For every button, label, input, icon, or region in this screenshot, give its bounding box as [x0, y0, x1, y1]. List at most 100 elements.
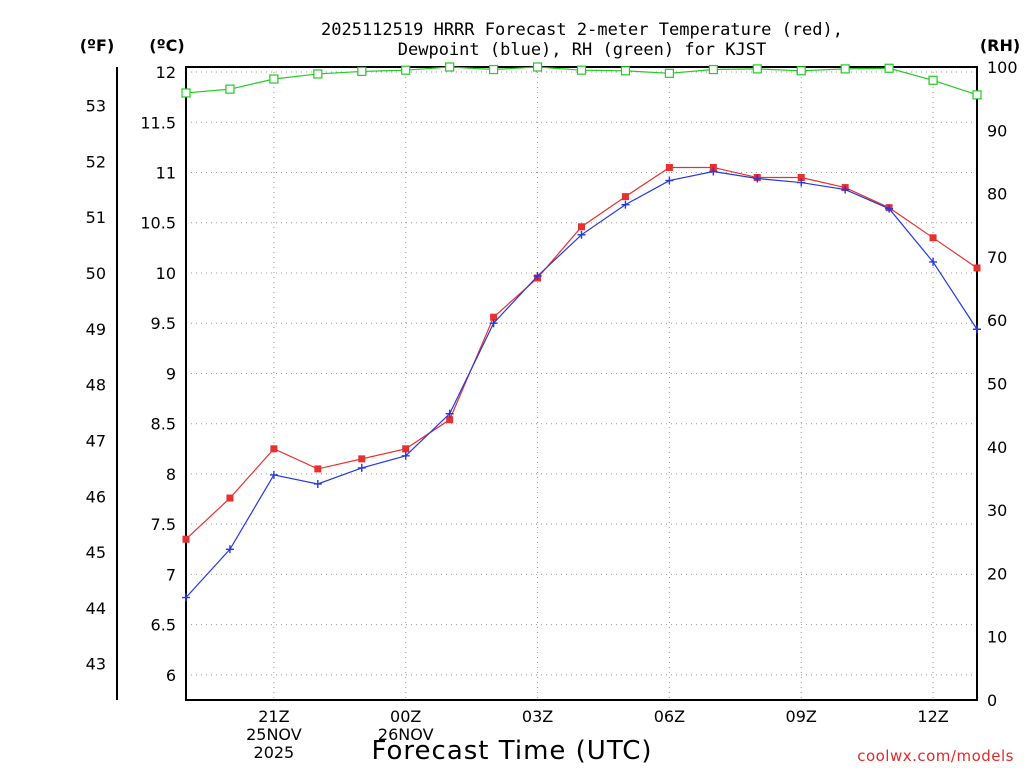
dewpoint-point	[841, 185, 850, 194]
rh-point	[664, 68, 674, 78]
x-tick-label: 06Z	[654, 707, 685, 726]
fahrenheit-tick-label: 53	[86, 97, 106, 116]
rh-tick-label: 70	[987, 248, 1007, 267]
temperature-point	[358, 455, 366, 463]
temperature-line	[185, 166, 978, 540]
rh-point	[181, 88, 191, 98]
rh-tick-label: 0	[987, 691, 997, 710]
celsius-tick-label: 7	[166, 565, 176, 584]
rh-tick-label: 30	[987, 501, 1007, 520]
fahrenheit-tick-label: 51	[86, 208, 106, 227]
rh-point	[532, 62, 543, 72]
fahrenheit-tick-label: 44	[86, 599, 106, 618]
temperature-point	[446, 416, 454, 424]
temperature-point	[973, 264, 981, 272]
dewpoint-point	[313, 479, 322, 488]
rh-tick-label: 90	[987, 121, 1007, 140]
temperature-point	[314, 465, 322, 473]
temperature-point	[665, 163, 673, 171]
x-tick-label: 21Z	[258, 707, 289, 726]
celsius-tick-label: 6	[166, 666, 176, 685]
rh-tick-label: 50	[987, 375, 1007, 394]
axes	[116, 66, 978, 701]
rh-point	[708, 64, 718, 75]
rh-point	[489, 64, 499, 75]
dewpoint-point	[577, 230, 586, 239]
celsius-unit-label: (ºC)	[149, 36, 184, 55]
celsius-tick-label: 10.5	[140, 214, 176, 233]
x-tick-label: 09Z	[786, 707, 817, 726]
dewpoint-point	[797, 178, 806, 187]
rh-point	[796, 66, 806, 76]
temperature-point	[226, 494, 234, 502]
temperature-point	[490, 313, 498, 321]
celsius-tick-label: 12	[156, 63, 176, 82]
dewpoint-series	[182, 167, 981, 602]
fahrenheit-tick-label: 46	[86, 487, 106, 506]
temperature-point	[402, 445, 410, 453]
dewpoint-point	[182, 593, 190, 602]
dewpoint-point	[489, 319, 498, 328]
plot-frame	[185, 66, 978, 701]
rh-tick-label: 80	[987, 185, 1007, 204]
dewpoint-point	[929, 257, 938, 266]
celsius-tick-label: 6.5	[151, 616, 176, 635]
dewpoint-point	[445, 409, 454, 418]
temperature-point	[709, 163, 717, 171]
x-tick-label: 25NOV	[246, 725, 302, 744]
fahrenheit-tick-label: 49	[86, 320, 106, 339]
rh-tick-label: 40	[987, 438, 1007, 457]
fahrenheit-tick-label: 50	[86, 264, 106, 283]
rh-unit-label: (RH)	[980, 36, 1020, 55]
dewpoint-point	[885, 204, 894, 213]
x-tick-label: 00Z	[390, 707, 421, 726]
rh-tick-label: 60	[987, 311, 1007, 330]
rh-point	[269, 74, 279, 84]
rh-tick-label: 100	[987, 58, 1018, 77]
celsius-tick-label: 9	[166, 364, 176, 383]
celsius-tick-label: 11	[156, 164, 176, 183]
dewpoint-point	[665, 176, 674, 185]
rh-tick-label: 20	[987, 564, 1007, 583]
celsius-tick-label: 8	[166, 465, 176, 484]
dewpoint-point	[533, 271, 542, 280]
fahrenheit-unit-label: (ºF)	[80, 36, 115, 55]
x-axis-label: Forecast Time (UTC)	[371, 736, 652, 766]
celsius-tick-label: 11.5	[140, 113, 176, 132]
temperature-point	[578, 223, 585, 231]
temperature-point	[182, 535, 190, 543]
dewpoint-point	[973, 325, 981, 334]
rh-point	[972, 90, 982, 100]
rh-point	[445, 62, 455, 72]
rh-point	[928, 75, 938, 85]
rh-point	[576, 65, 587, 75]
rh-tick-label: 10	[987, 628, 1007, 647]
rh-point	[313, 69, 323, 79]
temperature-point	[621, 193, 629, 201]
fahrenheit-tick-label: 47	[86, 431, 106, 450]
celsius-tick-label: 7.5	[151, 515, 176, 534]
x-tick-label: 2025	[254, 743, 295, 762]
tick-labels: 6 6.5 7 7.5 8 8.5 9 9.5 10 10.5 11 11.5 12 43 44 45 46 47…	[86, 58, 1018, 762]
fahrenheit-tick-label: 52	[86, 152, 106, 171]
rh-point	[357, 66, 367, 77]
temperature-point	[797, 174, 805, 182]
rh-series	[181, 62, 982, 100]
dewpoint-point	[401, 451, 410, 460]
rh-point	[752, 64, 762, 74]
dewpoint-point	[357, 463, 366, 472]
fahrenheit-tick-label: 48	[86, 376, 106, 395]
data-series	[181, 62, 982, 602]
rh-point	[225, 84, 235, 94]
x-tick-label: 26NOV	[378, 725, 434, 744]
dewpoint-point	[709, 167, 718, 176]
credit-text: coolwx.com/models	[857, 747, 1014, 765]
rh-point	[884, 63, 894, 73]
rh-point	[401, 65, 411, 75]
temperature-series	[182, 163, 981, 543]
celsius-tick-label: 9.5	[151, 314, 176, 333]
celsius-tick-label: 10	[156, 264, 176, 283]
rh-point	[840, 64, 850, 74]
chart-title-line2: Dewpoint (blue), RH (green) for KJST	[398, 40, 766, 60]
